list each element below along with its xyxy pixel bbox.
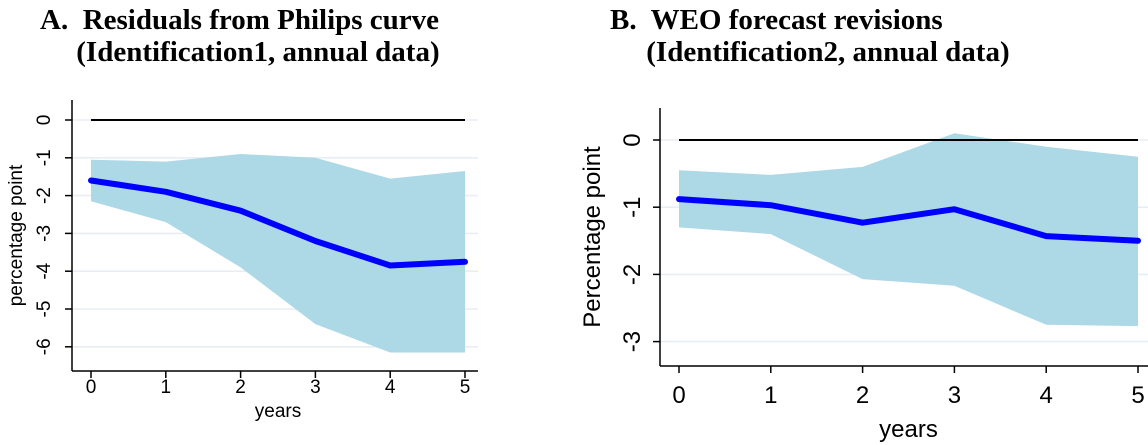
panel-b-y-tick-label: -3 — [619, 331, 646, 352]
panel-b-title-line1: B. WEO forecast revisions — [610, 4, 943, 36]
panel-a-y-tick-label: 0 — [34, 115, 55, 126]
panel-a-confidence-band — [91, 154, 465, 353]
panel-b-y-tick-label: 0 — [619, 133, 646, 146]
panel-a-x-axis-label: years — [255, 401, 301, 422]
panel-b-y-tick-label: -1 — [619, 197, 646, 218]
panel-a-x-tick-label: 2 — [235, 377, 246, 398]
panel-a-title-line1: A. Residuals from Philips curve — [40, 4, 440, 36]
panel-b-x-tick-label: 2 — [856, 382, 869, 409]
panel-b-x-tick-label: 4 — [1040, 382, 1053, 409]
panel-b-estimate-line — [676, 196, 1141, 244]
panel-a-title: A. Residuals from Philips curve (Identif… — [40, 4, 440, 68]
panel-b-x-tick-label: 3 — [948, 382, 961, 409]
panel-b-x-tick-label: 5 — [1131, 382, 1144, 409]
panel-a-x-tick-label: 3 — [310, 377, 321, 398]
panel-b-confidence-band — [679, 133, 1138, 327]
panel-b-title-line2: (Identification2, annual data) — [610, 36, 1010, 68]
panel-a-y-tick-label: -4 — [34, 262, 55, 279]
panel-b-title: B. WEO forecast revisions (Identificatio… — [610, 4, 1010, 68]
panel-b-x-tick-label: 0 — [672, 382, 685, 409]
panel-a-x-tick-label: 4 — [385, 377, 396, 398]
panel-a-y-tick-label: -5 — [34, 301, 55, 318]
panel-b-y-axis-label: Percentage point — [579, 146, 606, 328]
panel-a-y-axis-label: percentage point — [6, 164, 27, 306]
panel-a-estimate-line — [88, 177, 468, 269]
panel-b-x-tick-label: 1 — [764, 382, 777, 409]
panel-b-y-tick-label: -2 — [619, 264, 646, 285]
panel-a-title-line2: (Identification1, annual data) — [40, 36, 440, 68]
panel-a-x-tick-label: 1 — [161, 377, 172, 398]
panel-a-y-tick-label: -1 — [34, 149, 55, 166]
panel-a-y-tick-label: -2 — [34, 187, 55, 204]
panel-a-x-tick-label: 0 — [86, 377, 97, 398]
panel-a-y-tick-label: -3 — [34, 225, 55, 242]
panel-b-x-axis-label: years — [879, 416, 938, 443]
panel-a-x-tick-label: 5 — [460, 377, 471, 398]
panel-a-y-tick-label: -6 — [34, 338, 55, 355]
